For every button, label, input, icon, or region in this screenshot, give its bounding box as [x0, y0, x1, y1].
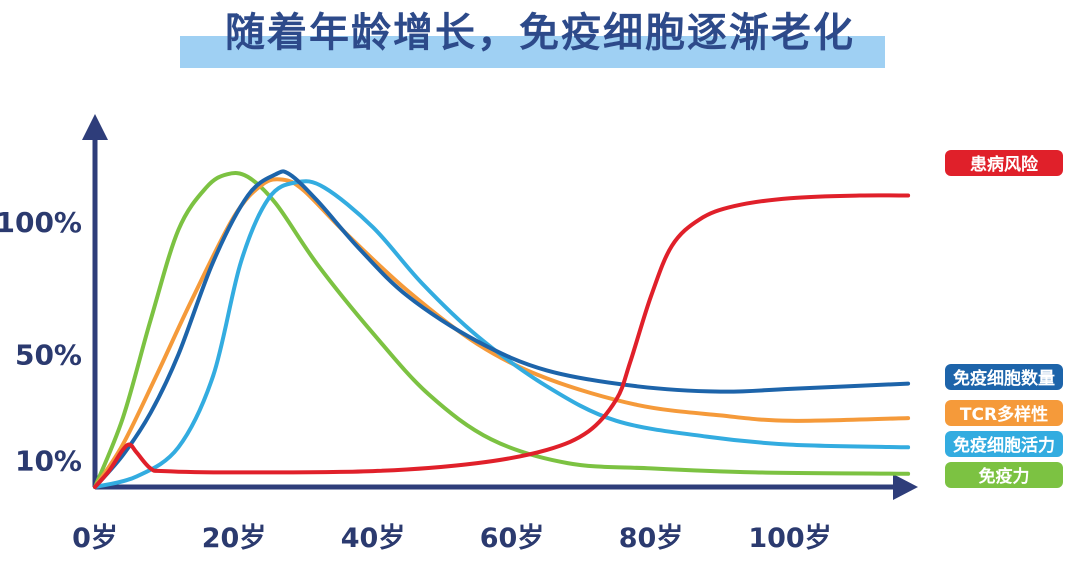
legend-pill-3: [945, 431, 1063, 457]
x-tick-label-2: 40岁: [341, 523, 406, 554]
y-tick-label-0: 10%: [15, 445, 82, 478]
y-axis-arrow: [82, 114, 108, 140]
x-tick-label-1: 20岁: [202, 523, 267, 554]
x-axis-arrow: [893, 474, 918, 500]
y-tick-labels: 10% 50% 100%: [0, 206, 82, 478]
x-tick-label-5: 100岁: [748, 523, 831, 554]
legend-pill-0: [945, 150, 1063, 176]
legend-pill-4: [945, 462, 1063, 488]
x-tick-labels: 0岁 20岁 40岁 60岁 80岁 100岁: [72, 523, 832, 554]
axes: [82, 114, 918, 500]
series-line-2: [93, 177, 911, 489]
x-tick-label-4: 80岁: [619, 523, 684, 554]
series-line-1: [93, 169, 911, 489]
legend-label-4: 免疫力: [979, 466, 1030, 487]
chart-title: 随着年龄增长，免疫细胞逐渐老化: [225, 10, 855, 56]
series-line-0: [93, 193, 911, 489]
legend-label-1: 免疫细胞数量: [953, 368, 1055, 389]
legend-pill-2: [945, 400, 1063, 426]
y-tick-label-2: 100%: [0, 206, 82, 239]
legend-label-0: 患病风险: [970, 154, 1039, 175]
series-lines: [93, 169, 911, 489]
y-tick-label-1: 50%: [15, 339, 82, 372]
x-tick-label-0: 0岁: [72, 523, 118, 554]
series-line-4: [93, 171, 911, 489]
series-line-3: [93, 179, 911, 489]
x-tick-label-3: 60岁: [480, 523, 545, 554]
legend-label-3: 免疫细胞活力: [953, 435, 1055, 456]
legend-pill-1: [945, 364, 1063, 390]
legend-label-2: TCR多样性: [960, 404, 1048, 425]
title-highlight-band: [180, 36, 885, 68]
